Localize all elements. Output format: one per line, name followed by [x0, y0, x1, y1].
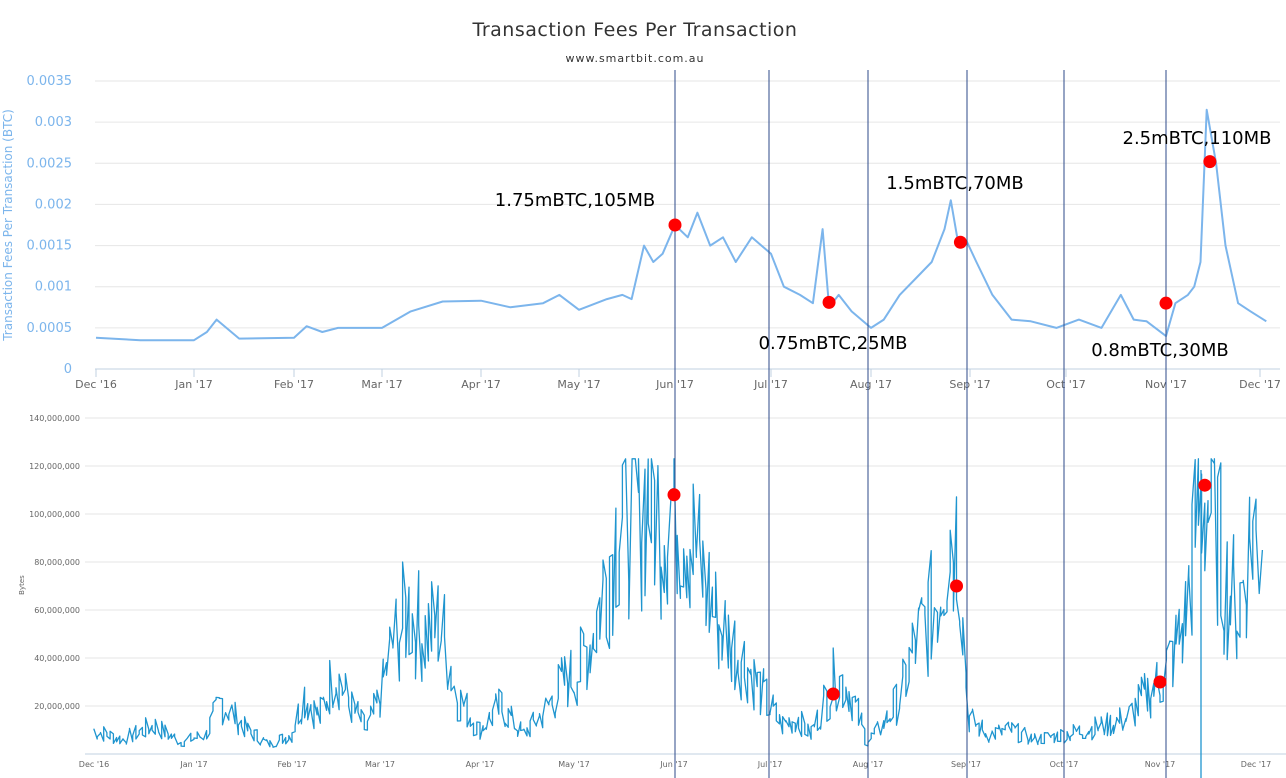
fee-marker	[1159, 296, 1173, 310]
annotation-label: 1.5mBTC,70MB	[886, 173, 1024, 194]
bytes-x-tick-label: Mar '17	[365, 760, 395, 769]
fee-marker	[953, 235, 967, 249]
chart-subtitle: www.smartbit.com.au	[565, 52, 704, 65]
bytes-y-tick-label: 100,000,000	[29, 510, 80, 519]
fee-y-axis-label: Transaction Fees Per Transaction (BTC)	[1, 109, 15, 342]
fee-y-tick-label: 0.003	[35, 115, 72, 130]
annotation-label: 0.75mBTC,25MB	[759, 333, 908, 354]
fee-x-tick-label: Aug '17	[850, 378, 892, 391]
bytes-x-tick-label: Dec '17	[1241, 760, 1271, 769]
bytes-series-line	[93, 458, 1264, 748]
fee-x-tick-label: Jul '17	[753, 378, 788, 391]
fee-marker	[1203, 155, 1217, 169]
month-divider-lines	[674, 70, 1202, 778]
fee-x-tick-label: Feb '17	[274, 378, 314, 391]
fee-x-tick-label: Apr '17	[461, 378, 501, 391]
bytes-y-tick-label: 20,000,000	[34, 702, 80, 711]
bytes-y-axis-label: Bytes	[18, 575, 26, 595]
annotations: 1.75mBTC,105MB 0.75mBTC,25MB 1.5mBTC,70MB 0…	[495, 128, 1272, 701]
bytes-marker	[1198, 478, 1212, 492]
fee-y-tick-label: 0	[64, 362, 72, 377]
annotation-label: 2.5mBTC,110MB	[1123, 128, 1272, 149]
bytes-x-tick-label: Sep '17	[951, 760, 981, 769]
bytes-marker	[667, 488, 681, 502]
fee-series-line	[95, 108, 1267, 342]
bytes-x-tick-label: May '17	[558, 760, 589, 769]
chart-title: Transaction Fees Per Transaction	[472, 19, 798, 41]
fee-x-tick-label: Jan '17	[174, 378, 212, 391]
fee-x-tick-label: Dec '17	[1239, 378, 1281, 391]
bytes-x-tick-label: Jun '17	[659, 760, 687, 769]
bytes-x-tick-label: Apr '17	[466, 760, 495, 769]
bytes-y-tick-label: 60,000,000	[34, 606, 80, 615]
fee-x-tick-label: Oct '17	[1046, 378, 1086, 391]
bytes-marker	[826, 687, 840, 701]
bytes-marker	[950, 579, 964, 593]
bytes-y-tick-label: 140,000,000	[29, 414, 80, 423]
bytes-chart: 20,000,000 40,000,000 60,000,000 80,000,000…	[18, 414, 1286, 769]
bytes-x-tick-label: Dec '16	[79, 760, 109, 769]
fee-y-tick-label: 0.0015	[27, 239, 73, 254]
fee-x-tick-label: Dec '16	[75, 378, 117, 391]
bytes-x-tick-label: Feb '17	[277, 760, 306, 769]
fee-x-tick-label: Mar '17	[361, 378, 402, 391]
bytes-y-tick-label: 120,000,000	[29, 462, 80, 471]
bytes-x-tick-label: Nov '17	[1145, 760, 1176, 769]
fee-x-tick-label: May '17	[557, 378, 600, 391]
fee-marker	[822, 295, 836, 309]
fee-y-tick-label: 0.0005	[27, 321, 73, 336]
fee-chart: 0 0.0005 0.001 0.0015 0.002 0.0025 0.003 0.0035…	[1, 74, 1281, 391]
fee-y-tick-label: 0.0025	[27, 156, 73, 171]
annotation-label: 1.75mBTC,105MB	[495, 190, 655, 211]
bytes-y-tick-label: 80,000,000	[34, 558, 80, 567]
bytes-x-tick-label: Jan '17	[179, 760, 207, 769]
fee-y-tick-label: 0.001	[35, 280, 72, 295]
fee-y-tick-label: 0.0035	[27, 74, 73, 89]
fee-y-tick-label: 0.002	[35, 197, 72, 212]
fee-marker	[668, 218, 682, 232]
fee-x-tick-label: Sep '17	[949, 378, 990, 391]
annotation-label: 0.8mBTC,30MB	[1091, 340, 1229, 361]
bytes-y-tick-label: 40,000,000	[34, 654, 80, 663]
bytes-marker	[1153, 675, 1167, 689]
